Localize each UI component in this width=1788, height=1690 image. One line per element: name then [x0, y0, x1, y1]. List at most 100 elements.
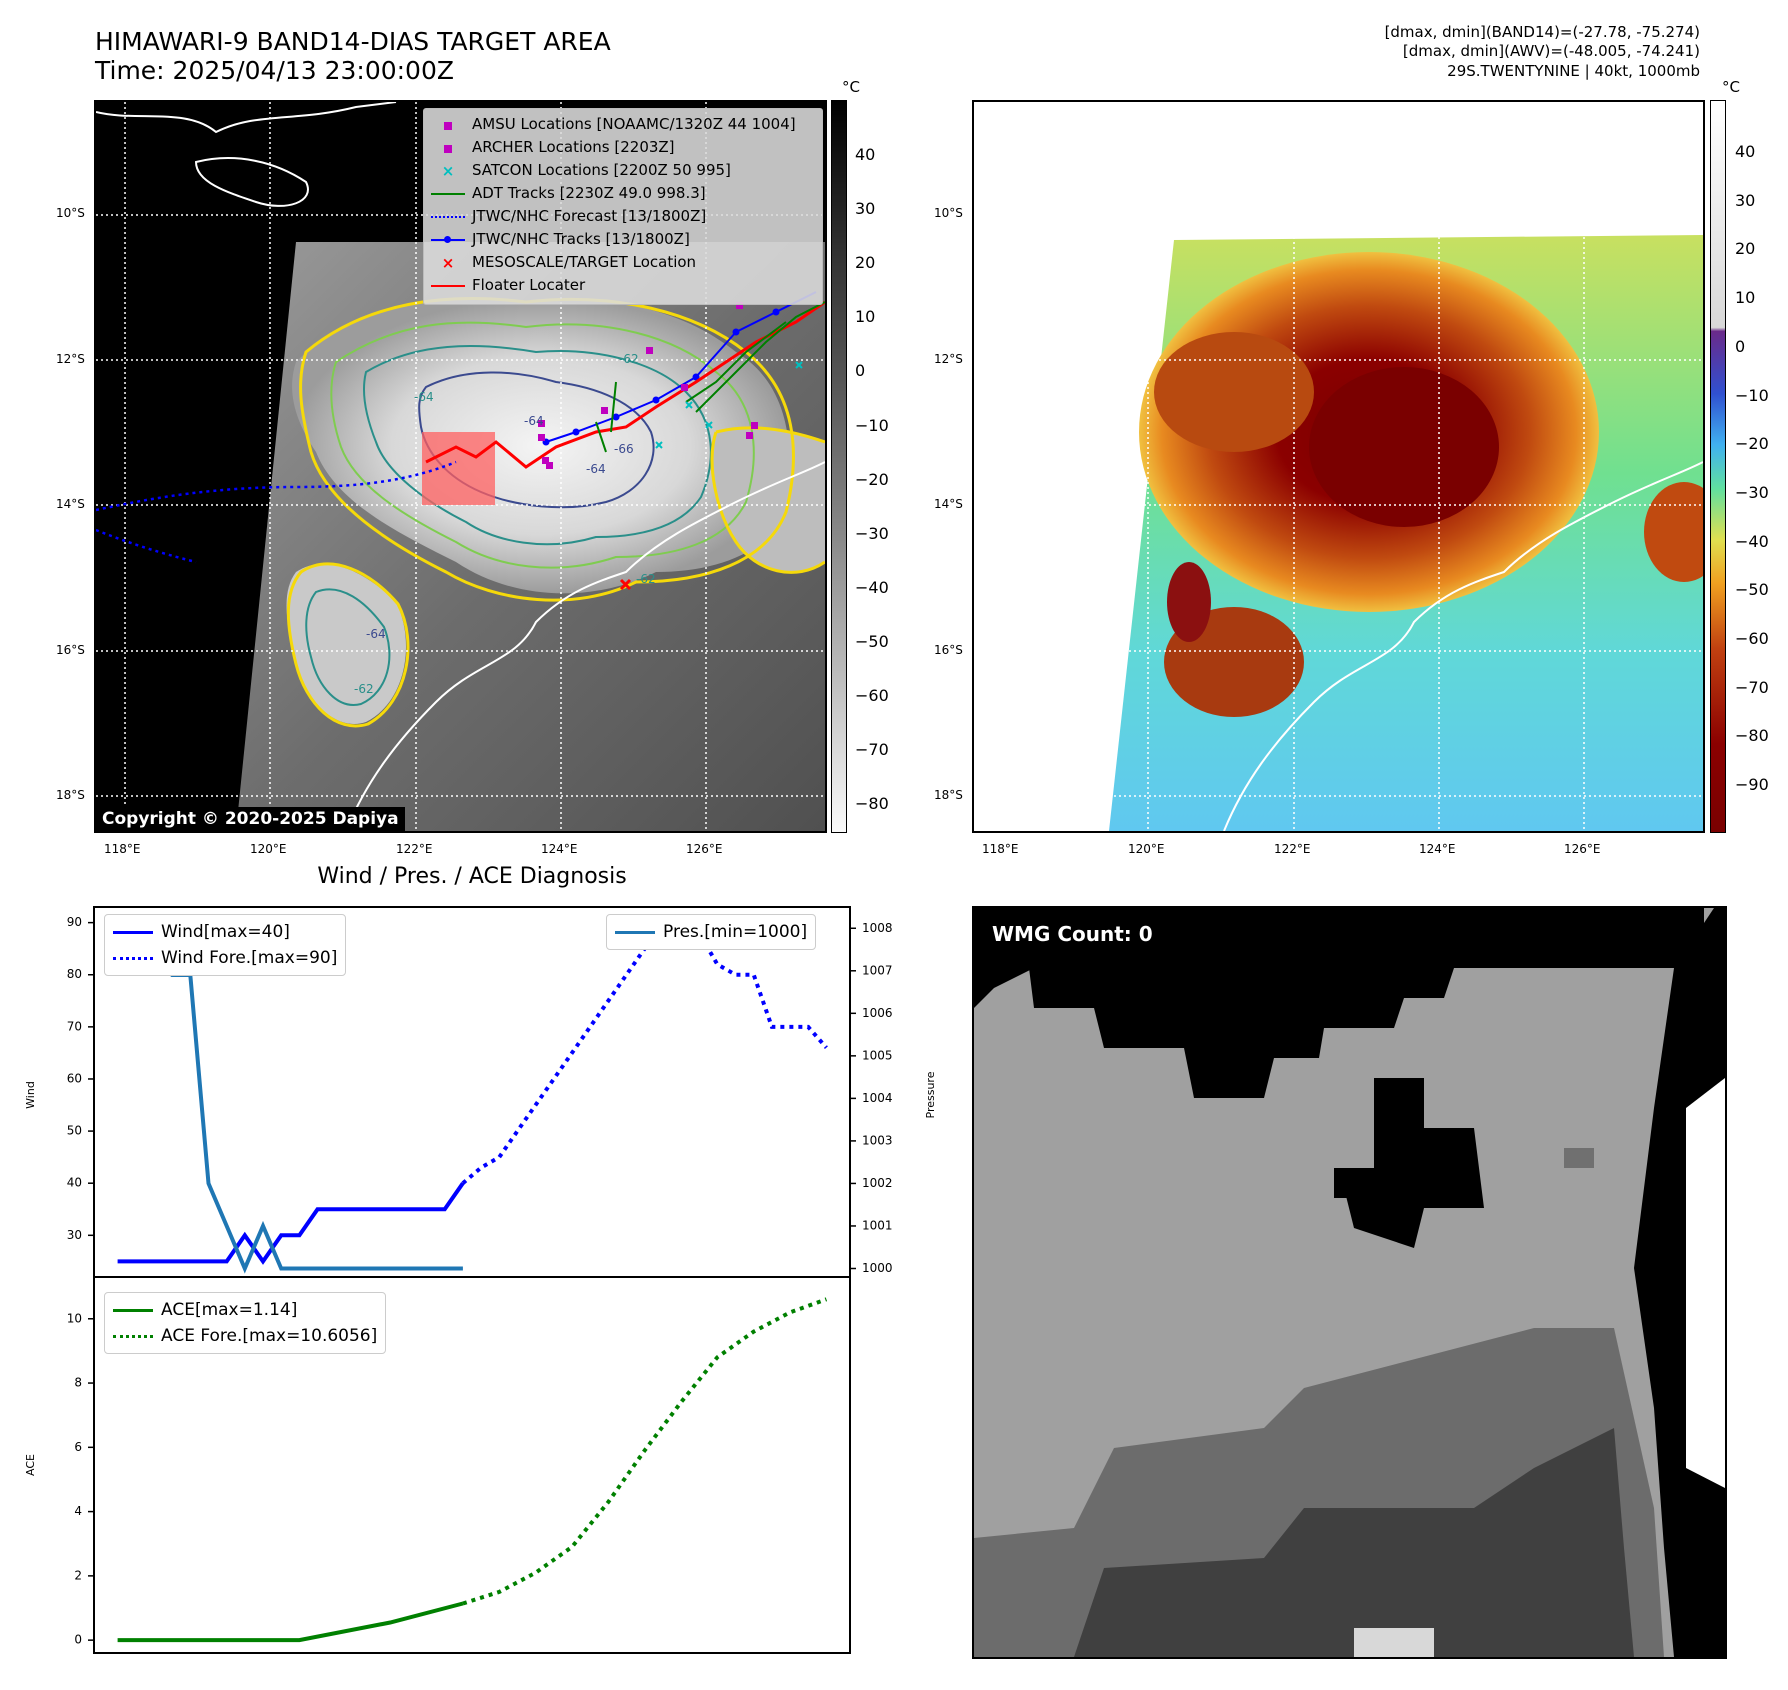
chart-time: Time: 2025/04/13 23:00:00Z	[95, 56, 454, 85]
colorbar-tick-label: −40	[855, 577, 889, 597]
legend-symbol	[430, 229, 466, 251]
lon-label: 124°E	[541, 842, 578, 856]
lat-label: 18°S	[934, 788, 963, 802]
legend-row: × SATCON Locations [2200Z 50 995]	[430, 159, 731, 181]
contour-label: -64	[366, 627, 386, 641]
lon-label: 122°E	[396, 842, 433, 856]
storm-info: 29S.TWENTYNINE | 40kt, 1000mb	[1447, 62, 1700, 80]
colorbar-tick-label: 10	[1735, 288, 1756, 308]
wmg-cold-cluster	[1344, 1078, 1484, 1248]
colorbar-tick-label: 0	[855, 361, 866, 381]
lon-label: 122°E	[1274, 842, 1311, 856]
wind-y-tick-label: 80	[67, 967, 82, 981]
legend-row: JTWC/NHC Tracks [13/1800Z]	[430, 228, 690, 250]
lon-label: 124°E	[1419, 842, 1456, 856]
colorbar-tick-label: −10	[1735, 385, 1769, 405]
colorbar-tick-label: −30	[855, 523, 889, 543]
legend-row: Floater Locater	[430, 274, 585, 296]
jtwc-forecast-track-2	[96, 528, 197, 564]
satcon-markers	[655, 361, 803, 449]
eastern-convection	[712, 427, 825, 573]
wind-legend: Wind[max=40] Wind Fore.[max=90]	[104, 914, 347, 976]
pressure-legend: Pres.[min=1000]	[606, 914, 817, 950]
lat-label: 16°S	[56, 643, 85, 657]
colorbar-tick-label: −30	[1735, 482, 1769, 502]
lon-label: 120°E	[250, 842, 287, 856]
lat-label: 18°S	[56, 788, 85, 802]
pressure-y-tick-label: 1006	[862, 1006, 893, 1020]
contour-east-yellow	[710, 426, 825, 574]
legend-symbol	[430, 183, 466, 205]
colorbar-tick-label: 10	[855, 307, 876, 327]
lon-label: 118°E	[982, 842, 1019, 856]
colorbar-tick-label: 0	[1735, 336, 1746, 356]
wmg-panel: WMG Count: 0	[972, 906, 1727, 1659]
amsu-archer-markers	[538, 302, 758, 469]
target-area-box	[422, 432, 495, 505]
colorbar-tick-label: −70	[1735, 677, 1769, 697]
legend-row: × MESOSCALE/TARGET Location	[430, 251, 696, 273]
colorbar-tick-label: −70	[855, 740, 889, 760]
contour-teal	[363, 345, 712, 546]
ir-map-svg	[96, 102, 825, 831]
legend-line-dotted	[113, 956, 153, 960]
lon-label: 120°E	[1128, 842, 1165, 856]
ace-legend: ACE[max=1.14] ACE Fore.[max=10.6056]	[104, 1292, 387, 1354]
wind-legend-item: Wind[max=40]	[113, 919, 337, 945]
chart-title: HIMAWARI-9 BAND14-DIAS TARGET AREA	[95, 27, 611, 56]
jtwc-track	[545, 291, 817, 443]
pressure-y-tick-label: 1007	[862, 963, 893, 977]
legend-symbol	[430, 206, 466, 228]
legend-line-solid	[113, 930, 153, 934]
wind-y-tick-label: 30	[67, 1228, 82, 1242]
pressure-y-tick-label: 1001	[862, 1218, 893, 1232]
wmg-svg	[974, 908, 1725, 1657]
map-legend: AMSU Locations [NOAAMC/1320Z 44 1004] ARC…	[423, 108, 823, 305]
legend-label: ADT Tracks [2230Z 49.0 998.3]	[472, 184, 706, 202]
wind-y-tick-label: 90	[67, 915, 82, 929]
gray-colorbar-unit: °C	[842, 78, 860, 96]
gray-colorbar	[831, 100, 847, 833]
color-ir-panel	[972, 100, 1705, 833]
lon-label: 126°E	[686, 842, 723, 856]
adt-tracks	[595, 301, 825, 453]
ace-y-tick-label: 4	[74, 1504, 82, 1518]
legend-label: AMSU Locations [NOAAMC/1320Z 44 1004]	[472, 115, 796, 133]
color-colorbar	[1710, 100, 1726, 833]
ace-y-tick-label: 10	[67, 1311, 82, 1325]
colorbar-tick-label: 30	[855, 199, 876, 219]
legend-label: MESOSCALE/TARGET Location	[472, 253, 697, 271]
colorbar-tick-label: −20	[855, 469, 889, 489]
lon-label: 118°E	[104, 842, 141, 856]
pressure-y-tick-label: 1002	[862, 1176, 893, 1190]
legend-text: Wind[max=40]	[161, 922, 290, 942]
contour-label: -64	[586, 462, 606, 476]
colorbar-tick-label: −60	[855, 686, 889, 705]
legend-row: AMSU Locations [NOAAMC/1320Z 44 1004]	[430, 113, 796, 135]
wmg-count-label: WMG Count: 0	[982, 918, 1163, 950]
ace-y-tick-label: 8	[74, 1376, 82, 1390]
series-line-wind	[117, 1182, 465, 1265]
contour-south-teal	[305, 588, 391, 706]
colorbar-tick-label: −40	[1735, 531, 1769, 551]
wind-y-tick-label: 50	[67, 1124, 82, 1138]
color-map-grid	[974, 102, 1703, 831]
lat-label: 12°S	[56, 352, 85, 366]
ace-legend-item: ACE[max=1.14]	[113, 1297, 377, 1323]
contour-label: -62	[354, 682, 374, 696]
colorbar-tick-label: 40	[1735, 142, 1756, 161]
wmg-cold-region	[974, 908, 1704, 1098]
lat-label: 12°S	[934, 352, 963, 366]
lat-label: 14°S	[56, 497, 85, 511]
lat-label: 10°S	[56, 206, 85, 220]
legend-symbol	[430, 137, 466, 159]
legend-symbol	[430, 114, 466, 136]
copyright-label: Copyright © 2020-2025 Dapiya	[96, 807, 405, 831]
legend-label: JTWC/NHC Forecast [13/1800Z]	[472, 207, 707, 225]
contour-label: -64	[414, 390, 434, 404]
pressure-y-tick-label: 1008	[862, 921, 893, 935]
pressure-y-tick-label: 1005	[862, 1048, 893, 1062]
wmg-mid-cell	[1564, 1148, 1594, 1168]
series-line-ace-forecast	[462, 1297, 828, 1606]
pressure-legend-item: Pres.[min=1000]	[615, 919, 807, 945]
